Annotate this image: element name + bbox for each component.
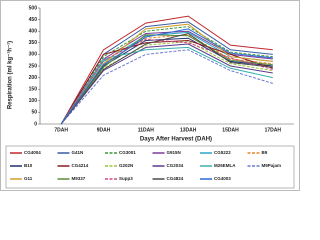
series-line <box>60 15 273 125</box>
legend-label: M9337 <box>72 176 86 181</box>
series-line <box>60 23 273 125</box>
y-tick-label: 150 <box>29 87 38 93</box>
y-tick-label: 300 <box>29 52 38 58</box>
x-tick-label: 9DAH <box>97 127 111 133</box>
legend-label: G202N <box>119 163 133 168</box>
x-axis-label: Days After Harvest (DAH) <box>140 137 212 143</box>
legend-label: CG4824 <box>167 176 184 181</box>
y-tick-label: 50 <box>31 110 37 116</box>
legend-label: CG4004 <box>24 150 41 155</box>
legend-label: CG4003 <box>214 176 231 181</box>
legend-label: M26EMLA <box>214 163 236 168</box>
y-tick-label: 250 <box>29 63 38 69</box>
series-line <box>60 49 273 125</box>
y-tick-label: 450 <box>29 17 38 23</box>
chart: Respiration (ml kg⁻¹h⁻¹) Days After Harv… <box>0 0 300 191</box>
series-line <box>60 28 273 125</box>
y-tick-label: 100 <box>29 98 38 104</box>
series-line <box>60 34 273 125</box>
x-tick-label: 13DAH <box>180 127 197 133</box>
legend-label: CG3001 <box>119 150 136 155</box>
y-tick-label: 0 <box>34 121 37 127</box>
legend-label: G11 <box>24 176 33 181</box>
y-tick-label: 200 <box>29 75 38 81</box>
legend-label: G915N <box>167 150 181 155</box>
legend-label: CG2034 <box>167 163 184 168</box>
series-line <box>60 39 273 125</box>
legend-label: G41N <box>72 150 84 155</box>
series-line <box>60 37 273 125</box>
legend-label: CG4214 <box>72 163 89 168</box>
y-axis-label: Respiration (ml kg⁻¹h⁻¹) <box>7 41 14 109</box>
series-line <box>60 38 273 125</box>
series-line <box>60 26 273 125</box>
series-line <box>60 43 273 125</box>
legend-label: B9 <box>262 150 268 155</box>
legend-label: M9Pajam <box>262 163 282 168</box>
y-tick-label: 400 <box>29 29 38 35</box>
x-tick-label: 17DAH <box>265 127 282 133</box>
x-tick-label: 15DAH <box>222 127 239 133</box>
x-tick-label: 7DAH <box>54 127 68 133</box>
series-line <box>60 46 273 125</box>
y-tick-label: 350 <box>29 40 38 46</box>
series-line <box>60 32 273 125</box>
y-tick-label: 500 <box>29 5 38 11</box>
legend-label: Supp3 <box>119 176 133 181</box>
legend-box <box>5 145 295 189</box>
x-tick-label: 11DAH <box>138 127 155 133</box>
legend-label: CG5222 <box>214 150 231 155</box>
legend-label: B10 <box>24 163 33 168</box>
